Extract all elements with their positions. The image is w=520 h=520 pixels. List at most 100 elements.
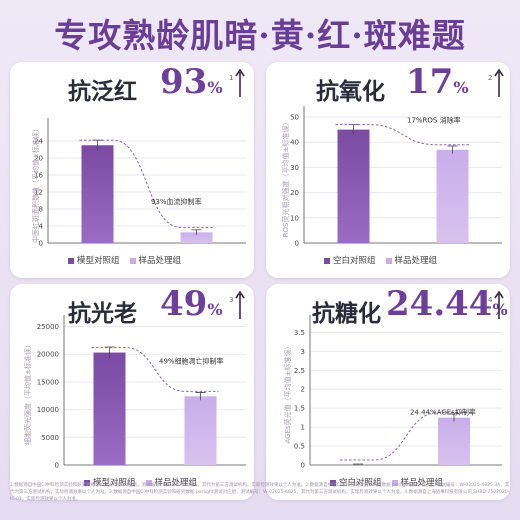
legend-label: 样品处理组 <box>394 256 438 266</box>
legend: 空白对照组 样品处理组 <box>324 254 447 266</box>
footnote-mark: 2 <box>488 74 493 82</box>
up-arrow-icon <box>235 290 245 319</box>
legend-swatch <box>84 479 90 486</box>
y-tick-label: 0 <box>55 462 59 470</box>
y-tick-label: 1 <box>301 424 305 432</box>
card-title: 抗糖化 <box>312 300 381 327</box>
y-tick-label: 50 <box>290 114 299 122</box>
bar <box>438 417 470 465</box>
y-tick-label: 40 <box>290 139 299 147</box>
y-tick-label: 20 <box>34 155 43 163</box>
legend: 空白对照组 样品处理组 <box>330 476 453 488</box>
figure-unit: % <box>453 78 469 97</box>
legend-item: 样品处理组 <box>129 256 182 266</box>
bar <box>436 149 469 243</box>
card-figure: 93% <box>160 62 223 102</box>
y-tick-label: 0.5 <box>294 443 305 451</box>
up-arrow-icon <box>235 68 245 97</box>
bar <box>337 129 370 243</box>
y-tick-label: 2 <box>301 386 305 394</box>
legend-swatch <box>391 479 398 486</box>
figure-unit: % <box>492 300 508 319</box>
y-tick-label: 2.5 <box>294 367 305 375</box>
legend-swatch <box>330 479 336 486</box>
y-tick-label: 12 <box>34 189 43 197</box>
footnote-mark: 1 <box>229 74 234 82</box>
trend-curve <box>91 347 219 392</box>
bar <box>180 232 213 243</box>
footnote-mark: 4 <box>488 296 493 304</box>
y-tick-label: 24 <box>34 138 43 146</box>
legend: 模型对照组 样品处理组 <box>68 254 191 266</box>
legend-swatch <box>145 479 152 486</box>
legend-swatch <box>385 257 392 264</box>
legend-swatch <box>68 257 74 264</box>
legend-item: 空白对照组 <box>330 478 382 488</box>
legend-swatch <box>324 257 330 264</box>
chart-card-anti-redness: 0 4 8 12 16 20 24 93%血流抑制率 抗泛红 93% 1 中医红斑面积数值（平均值±标… <box>10 62 254 278</box>
legend-label: 空白对照组 <box>333 256 376 266</box>
chart-card-antioxidant: 0 10 20 30 40 50 17%ROS 消除率 抗氧化 17% 2 ROS荧光相对强度（平均… <box>266 62 510 278</box>
legend-label: 样品处理组 <box>154 478 198 488</box>
y-axis-label: ROS荧光相对强度（平均值±标准误） <box>282 118 290 237</box>
card-title: 抗泛红 <box>68 78 137 105</box>
legend-item: 样品处理组 <box>145 478 198 488</box>
trend-curve <box>340 412 472 461</box>
legend-label: 样品处理组 <box>400 478 444 488</box>
legend-item: 空白对照组 <box>324 256 376 266</box>
y-tick-label: 0 <box>295 240 299 248</box>
y-tick-label: 0 <box>301 462 305 470</box>
y-axis-label: 细胞荧光强度（平均值±标准误） <box>24 341 32 445</box>
y-tick-label: 5000 <box>41 434 59 442</box>
up-arrow-icon <box>494 68 504 97</box>
legend-label: 空白对照组 <box>339 478 382 488</box>
chart-card-anti-glycation: 0 0.5 1 1.5 2 2.5 3 3.5 24.44%AGEs抑制率 抗糖化 24.44% 4 A… <box>266 284 510 500</box>
card-title: 抗光老 <box>68 300 137 327</box>
y-axis-label: AGEs荧光值（平均值±标准误） <box>284 342 292 444</box>
figure-unit: % <box>207 300 223 319</box>
y-tick-label: 3.5 <box>294 329 305 337</box>
bar <box>81 145 114 243</box>
legend-label: 样品处理组 <box>138 256 182 266</box>
y-tick-label: 20000 <box>37 351 59 359</box>
legend-label: 模型对照组 <box>93 478 136 488</box>
legend-label: 模型对照组 <box>77 256 120 266</box>
annotation-label: 49%细胞凋亡抑制率 <box>159 356 224 365</box>
y-tick-label: 10000 <box>37 406 59 414</box>
y-tick-label: 10 <box>290 214 299 222</box>
legend-item: 模型对照组 <box>84 478 136 488</box>
trend-curve <box>335 124 471 146</box>
figure-unit: % <box>207 78 223 97</box>
y-tick-label: 0 <box>39 240 43 248</box>
card-figure: 24.44% <box>386 284 508 324</box>
card-figure: 17% <box>406 62 469 102</box>
bar <box>184 396 217 465</box>
figure-value: 17 <box>406 62 454 102</box>
y-tick-label: 20 <box>290 189 299 197</box>
bar <box>93 352 126 465</box>
legend-item: 样品处理组 <box>391 478 444 488</box>
y-tick-label: 30 <box>290 164 299 172</box>
y-axis-label: 中医红斑面积数值（平均值±标准误） <box>32 124 40 243</box>
legend: 模型对照组 样品处理组 <box>84 476 207 488</box>
chart-card-anti-photoaging: 0 5000 10000 15000 20000 25000 49%细胞凋亡抑制率 抗光老 49… <box>10 284 254 500</box>
up-arrow-icon <box>494 290 504 319</box>
y-tick-label: 25000 <box>37 323 59 331</box>
y-tick-label: 3 <box>301 348 305 356</box>
y-tick-label: 8 <box>39 206 43 214</box>
card-figure: 49% <box>160 284 223 324</box>
legend-item: 模型对照组 <box>68 256 120 266</box>
y-tick-label: 16 <box>34 172 43 180</box>
chart-svg: 0 5000 10000 15000 20000 25000 49%细胞凋亡抑制率 <box>37 315 246 470</box>
annotation-label: 93%血流抑制率 <box>151 197 202 206</box>
chart-svg: 0 4 8 12 16 20 24 93%血流抑制率 <box>34 118 246 248</box>
y-tick-label: 1.5 <box>294 405 305 413</box>
figure-value: 93 <box>160 62 208 102</box>
chart-svg: 0 0.5 1 1.5 2 2.5 3 3.5 24.44%AGEs抑制率 <box>294 315 502 470</box>
y-tick-label: 4 <box>39 223 44 231</box>
annotation-label: 17%ROS 消除率 <box>407 116 461 125</box>
card-title: 抗氧化 <box>316 78 385 105</box>
legend-item: 样品处理组 <box>385 256 438 266</box>
page-headline: 专攻熟龄肌暗·黄·红·斑难题 <box>54 16 466 55</box>
trend-curve <box>79 139 215 228</box>
